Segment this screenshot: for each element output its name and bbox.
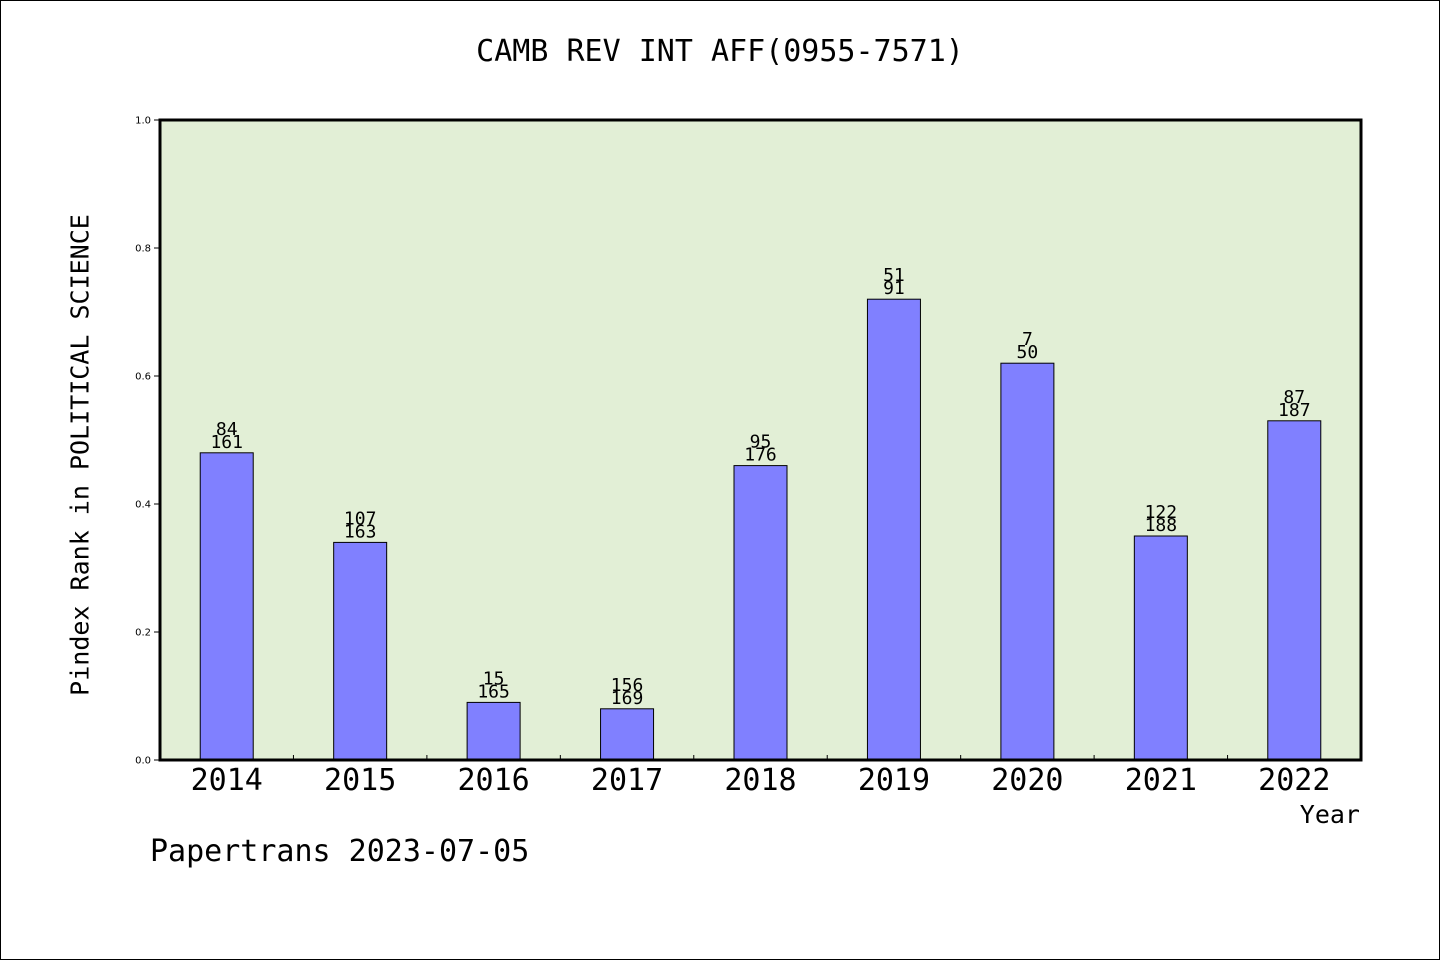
plot-border xyxy=(158,118,1363,762)
bar-label-top-2022: 87 xyxy=(1283,387,1305,408)
x-tick-label-2022: 2022 xyxy=(1258,763,1330,798)
bar-label-top-2020: 7 xyxy=(1022,329,1033,350)
y-tick-label: 0.0 xyxy=(135,756,151,767)
x-tick-label-2019: 2019 xyxy=(858,763,930,798)
bar-label-bottom-2017: 169 xyxy=(611,688,644,709)
bar-label-top-2014: 84 xyxy=(216,419,238,440)
footer-credit: Papertrans 2023-07-05 xyxy=(150,834,530,869)
y-tick-label: 0.4 xyxy=(135,500,151,511)
axis-layer: 2014 2015 2016 2017 2018 2019 2020 2021 2022 0.0 0… xyxy=(135,116,1330,799)
x-tick-label-2018: 2018 xyxy=(724,763,796,798)
bar-label-top-2017: 156 xyxy=(611,675,644,696)
bar-2020 xyxy=(1000,362,1055,761)
bar-label-bottom-2022: 187 xyxy=(1278,400,1311,421)
bar-2016 xyxy=(466,701,521,761)
bar-label-bottom-2016: 165 xyxy=(477,681,510,702)
bar-2019 xyxy=(866,298,921,761)
y-tick-label: 0.2 xyxy=(135,628,151,639)
x-tick-label-2016: 2016 xyxy=(457,763,529,798)
bar-label-bottom-2020: 50 xyxy=(1017,342,1039,363)
bar-2022 xyxy=(1267,420,1322,761)
x-tick-label-2020: 2020 xyxy=(991,763,1063,798)
bar-label-bottom-2021: 188 xyxy=(1145,515,1178,536)
bar-2015 xyxy=(333,541,388,761)
y-tick-label: 1.0 xyxy=(135,116,151,127)
y-tick-label: 0.8 xyxy=(135,244,151,255)
bar-2021 xyxy=(1133,535,1188,761)
y-axis-label: Pindex Rank in POLITICAL SCIENCE xyxy=(65,214,95,696)
bar-2017 xyxy=(600,708,655,761)
x-tick-label-2021: 2021 xyxy=(1125,763,1197,798)
bar-label-bottom-2014: 161 xyxy=(210,432,243,453)
x-tick-label-2015: 2015 xyxy=(324,763,396,798)
x-tick-label-2017: 2017 xyxy=(591,763,663,798)
bar-label-top-2016: 15 xyxy=(483,668,505,689)
bar-2018 xyxy=(733,465,788,761)
bar-label-top-2018: 95 xyxy=(750,432,772,453)
bar-label-top-2015: 107 xyxy=(344,508,377,529)
bars-layer xyxy=(199,298,1322,761)
bar-2014 xyxy=(199,452,254,761)
x-tick-label-2014: 2014 xyxy=(191,763,263,798)
chart-title: CAMB REV INT AFF(0955-7571) xyxy=(476,34,964,69)
x-axis-label: Year xyxy=(1299,800,1360,829)
bar-label-bottom-2019: 91 xyxy=(883,278,905,299)
bar-label-bottom-2015: 163 xyxy=(344,521,377,542)
bar-label-bottom-2018: 176 xyxy=(744,445,777,466)
y-tick-label: 0.6 xyxy=(135,372,151,383)
bar-label-top-2019: 51 xyxy=(883,265,905,286)
bar-label-top-2021: 122 xyxy=(1145,502,1178,523)
